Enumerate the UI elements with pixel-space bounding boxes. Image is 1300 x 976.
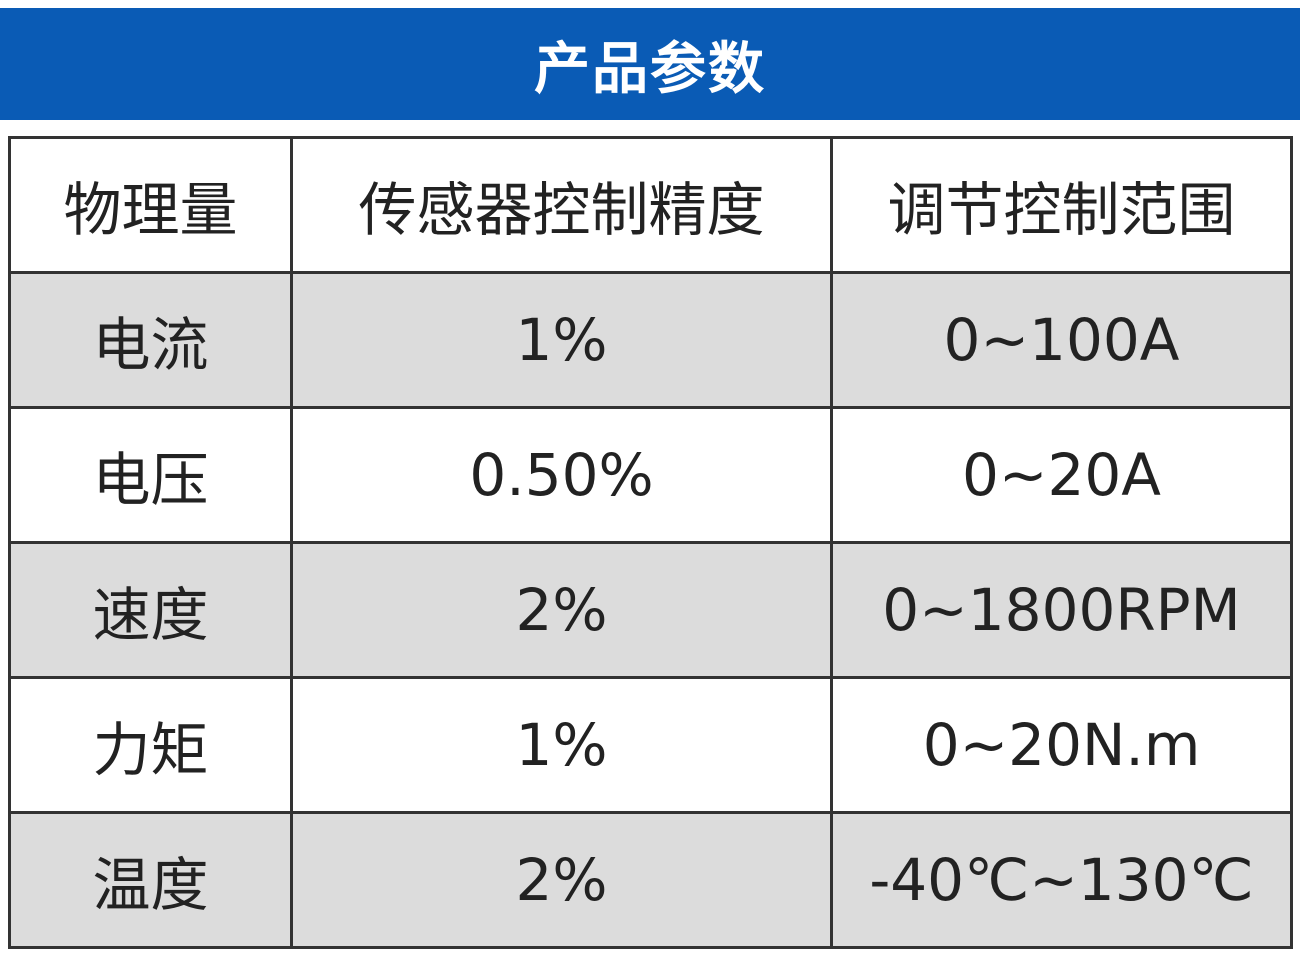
table-body: 电流 1% 0~100A 电压 0.50% 0~20A 速度 2% 0~1800RPM 力矩 1% 0… [8,271,1293,949]
table-row: 温度 2% -40℃~130℃ [8,811,1293,949]
header-row: 物理量 传感器控制精度 调节控制范围 [8,136,1293,274]
table-cell: 0~1800RPM [830,541,1293,679]
column-header: 传感器控制精度 [290,136,833,274]
table-cell: 0.50% [290,406,833,544]
page-title: 产品参数 [0,8,1300,120]
table-cell: -40℃~130℃ [830,811,1293,949]
table-cell: 温度 [8,811,293,949]
table-row: 力矩 1% 0~20N.m [8,676,1293,814]
table-cell: 0~20N.m [830,676,1293,814]
table-cell: 电压 [8,406,293,544]
table-head: 物理量 传感器控制精度 调节控制范围 [8,136,1293,274]
param-table: 物理量 传感器控制精度 调节控制范围 电流 1% 0~100A 电压 0.50% 0~20A 速… [8,136,1293,949]
table-cell: 2% [290,541,833,679]
table-cell: 力矩 [8,676,293,814]
table-cell: 1% [290,271,833,409]
column-header: 调节控制范围 [830,136,1293,274]
table-cell: 0~20A [830,406,1293,544]
table-cell: 速度 [8,541,293,679]
table-cell: 2% [290,811,833,949]
table-cell: 电流 [8,271,293,409]
table-row: 速度 2% 0~1800RPM [8,541,1293,679]
table-row: 电流 1% 0~100A [8,271,1293,409]
table-cell: 0~100A [830,271,1293,409]
column-header: 物理量 [8,136,293,274]
table-row: 电压 0.50% 0~20A [8,406,1293,544]
table-cell: 1% [290,676,833,814]
